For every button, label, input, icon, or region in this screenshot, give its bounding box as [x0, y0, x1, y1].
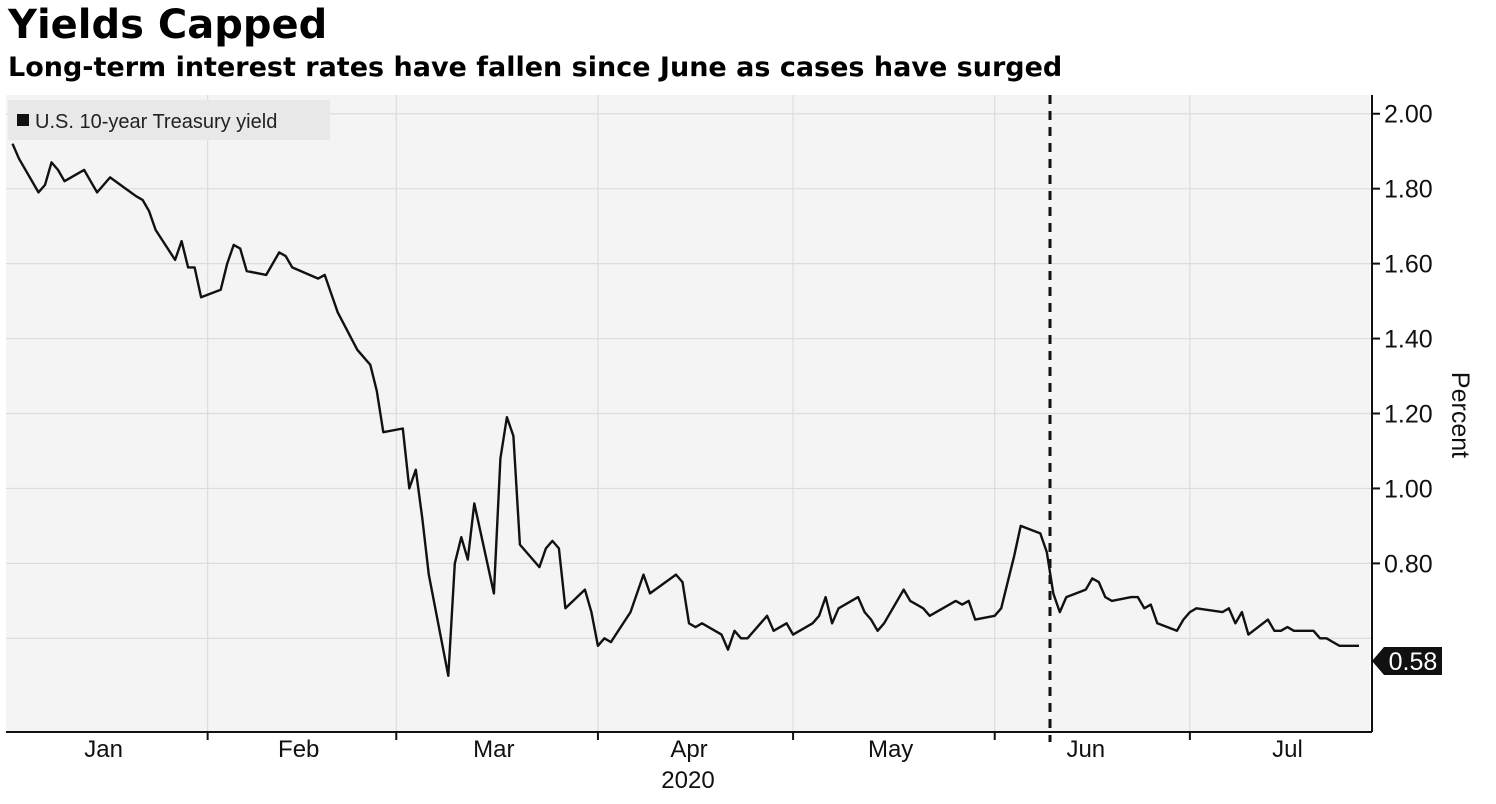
y-tick-label: 1.80: [1384, 176, 1433, 204]
chart-subtitle: Long-term interest rates have fallen sin…: [8, 52, 1063, 83]
x-tick-label: Mar: [473, 736, 514, 763]
chart-title: Yields Capped: [8, 2, 328, 48]
grid-lines: [6, 95, 1372, 732]
last-value-box: [1384, 647, 1442, 675]
x-tick-label: Jun: [1066, 736, 1105, 763]
y-tick-label: 1.20: [1384, 401, 1433, 429]
legend-swatch: [17, 114, 29, 126]
last-value-marker: 0.58: [1372, 647, 1442, 676]
x-tick-label: Feb: [278, 736, 319, 763]
y-tick-label: 2.00: [1384, 101, 1433, 129]
last-value-pointer: [1372, 647, 1384, 675]
x-tick-label: Apr: [670, 736, 707, 763]
x-tick-label: May: [868, 736, 913, 763]
legend-background: [8, 100, 330, 140]
legend-label: U.S. 10-year Treasury yield: [35, 111, 277, 133]
y-axis-ticks: 2.00 1.80 1.60 1.40 1.20 1.00 0.80: [1372, 101, 1433, 578]
last-value-label: 0.58: [1389, 648, 1438, 676]
x-tick-label: Jul: [1272, 736, 1303, 763]
x-axis-ticks: Jan Feb Mar Apr May Jun Jul: [84, 732, 1303, 763]
y-tick-label: 0.80: [1384, 550, 1433, 578]
x-tick-label: Jan: [84, 736, 123, 763]
legend: U.S. 10-year Treasury yield: [8, 100, 330, 140]
y-tick-label: 1.00: [1384, 475, 1433, 503]
y-axis-label: Percent: [1446, 372, 1474, 458]
y-tick-label: 1.60: [1384, 251, 1433, 279]
series-line-us-10y-yield: [11, 143, 1359, 677]
y-tick-label: 1.40: [1384, 326, 1433, 354]
x-axis-year-label: 2020: [661, 767, 714, 794]
